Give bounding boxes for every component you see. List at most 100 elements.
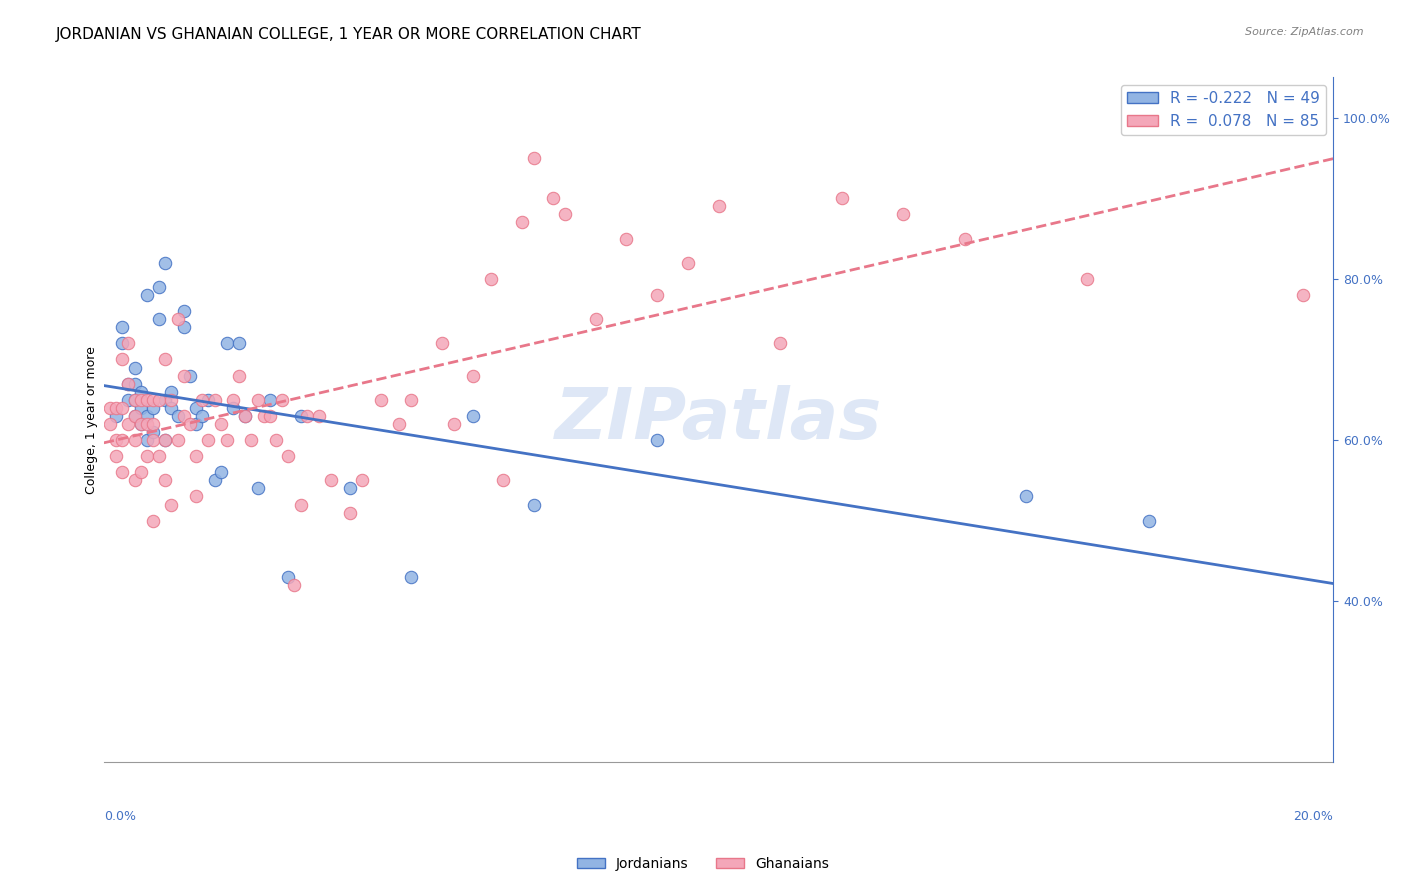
- Text: ZIPatlas: ZIPatlas: [555, 385, 883, 454]
- Point: [831, 191, 853, 205]
- Point: [111, 336, 134, 351]
- Point: [124, 360, 146, 375]
- Point: [339, 482, 361, 496]
- Point: [142, 433, 165, 447]
- Point: [135, 288, 157, 302]
- Point: [124, 376, 146, 391]
- Point: [135, 392, 157, 407]
- Point: [184, 490, 207, 504]
- Point: [105, 449, 128, 463]
- Point: [98, 417, 121, 431]
- Point: [111, 352, 134, 367]
- Text: Source: ZipAtlas.com: Source: ZipAtlas.com: [1246, 27, 1364, 37]
- Point: [222, 401, 245, 415]
- Point: [179, 417, 201, 431]
- Legend: Jordanians, Ghanaians: Jordanians, Ghanaians: [571, 851, 835, 876]
- Point: [585, 312, 607, 326]
- Point: [510, 215, 533, 229]
- Point: [222, 392, 245, 407]
- Point: [461, 368, 484, 383]
- Point: [148, 449, 170, 463]
- Point: [184, 417, 207, 431]
- Point: [290, 409, 312, 423]
- Point: [111, 320, 134, 334]
- Point: [233, 409, 256, 423]
- Point: [259, 409, 281, 423]
- Point: [135, 433, 157, 447]
- Point: [155, 392, 177, 407]
- Point: [124, 474, 146, 488]
- Point: [240, 433, 263, 447]
- Point: [197, 392, 219, 407]
- Point: [246, 392, 269, 407]
- Point: [253, 409, 276, 423]
- Point: [259, 392, 281, 407]
- Point: [117, 417, 139, 431]
- Point: [135, 409, 157, 423]
- Point: [523, 498, 546, 512]
- Point: [370, 392, 392, 407]
- Point: [891, 207, 914, 221]
- Point: [155, 352, 177, 367]
- Point: [308, 409, 330, 423]
- Point: [142, 514, 165, 528]
- Point: [645, 288, 668, 302]
- Point: [173, 320, 195, 334]
- Point: [204, 392, 226, 407]
- Text: 20.0%: 20.0%: [1294, 810, 1333, 823]
- Point: [148, 312, 170, 326]
- Point: [173, 368, 195, 383]
- Point: [173, 304, 195, 318]
- Point: [228, 368, 250, 383]
- Point: [124, 392, 146, 407]
- Point: [277, 570, 299, 584]
- Point: [117, 376, 139, 391]
- Y-axis label: College, 1 year or more: College, 1 year or more: [86, 346, 98, 494]
- Point: [352, 474, 374, 488]
- Point: [124, 433, 146, 447]
- Point: [148, 392, 170, 407]
- Point: [1015, 490, 1038, 504]
- Point: [479, 272, 502, 286]
- Point: [197, 433, 219, 447]
- Point: [135, 417, 157, 431]
- Point: [492, 474, 515, 488]
- Point: [142, 392, 165, 407]
- Point: [283, 578, 305, 592]
- Point: [209, 465, 232, 479]
- Point: [117, 336, 139, 351]
- Point: [191, 392, 214, 407]
- Point: [142, 401, 165, 415]
- Point: [98, 401, 121, 415]
- Point: [215, 433, 238, 447]
- Point: [233, 409, 256, 423]
- Point: [173, 409, 195, 423]
- Point: [148, 280, 170, 294]
- Point: [111, 401, 134, 415]
- Point: [209, 417, 232, 431]
- Point: [399, 392, 422, 407]
- Point: [105, 401, 128, 415]
- Point: [184, 449, 207, 463]
- Point: [166, 433, 188, 447]
- Point: [105, 433, 128, 447]
- Point: [443, 417, 465, 431]
- Point: [142, 417, 165, 431]
- Point: [155, 433, 177, 447]
- Point: [676, 256, 699, 270]
- Point: [111, 465, 134, 479]
- Point: [554, 207, 576, 221]
- Point: [399, 570, 422, 584]
- Point: [142, 425, 165, 439]
- Point: [295, 409, 318, 423]
- Point: [155, 256, 177, 270]
- Legend: R = -0.222   N = 49, R =  0.078   N = 85: R = -0.222 N = 49, R = 0.078 N = 85: [1121, 85, 1326, 135]
- Point: [1292, 288, 1315, 302]
- Point: [160, 401, 183, 415]
- Point: [430, 336, 453, 351]
- Point: [1076, 272, 1098, 286]
- Point: [179, 368, 201, 383]
- Point: [523, 151, 546, 165]
- Point: [129, 465, 152, 479]
- Point: [461, 409, 484, 423]
